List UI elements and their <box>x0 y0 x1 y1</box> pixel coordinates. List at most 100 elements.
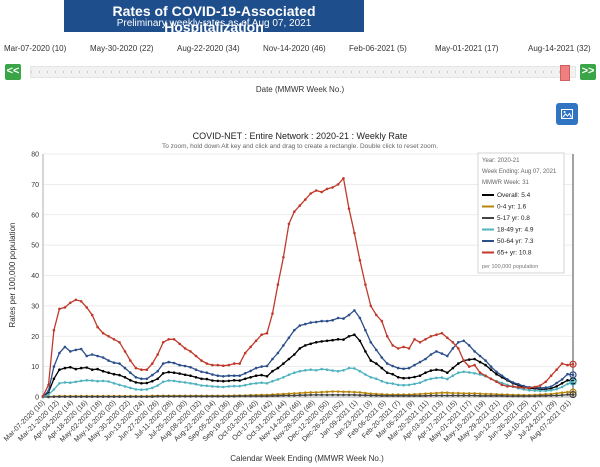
current-point-marker <box>569 360 577 368</box>
data-point <box>134 395 138 399</box>
data-point <box>484 359 487 362</box>
data-point <box>79 347 83 351</box>
data-point <box>566 372 569 376</box>
y-axis-title: Rates per 100,000 population <box>8 223 17 328</box>
data-point <box>544 389 547 393</box>
data-point <box>473 357 476 361</box>
data-point <box>560 382 564 385</box>
data-point <box>385 362 389 365</box>
data-point <box>145 388 149 391</box>
data-point <box>336 183 340 186</box>
data-point <box>309 391 313 394</box>
page-header: Rates of COVID-19-Associated Hospitaliza… <box>0 0 600 35</box>
data-point <box>342 390 345 394</box>
data-point <box>243 377 247 381</box>
legend-entry: 50-64 yr: 7.3 <box>497 238 534 245</box>
data-point <box>249 394 252 398</box>
data-point <box>402 376 405 380</box>
data-point <box>391 382 395 385</box>
data-point <box>358 259 362 262</box>
data-point <box>320 340 324 343</box>
data-point <box>96 325 99 329</box>
data-point <box>129 371 132 375</box>
data-point <box>238 384 241 388</box>
current-point-marker <box>569 371 577 379</box>
data-point <box>172 361 176 365</box>
data-point <box>183 373 187 377</box>
data-point <box>161 362 165 365</box>
data-point <box>358 339 362 343</box>
slider-next-button[interactable]: >> <box>580 64 596 80</box>
data-point <box>287 222 291 226</box>
data-point <box>123 350 127 353</box>
data-point <box>112 382 116 385</box>
date-slider-track[interactable] <box>30 65 576 81</box>
data-point <box>118 383 121 387</box>
data-point <box>342 317 345 320</box>
data-point <box>467 358 471 361</box>
data-point <box>238 362 241 365</box>
data-point <box>571 380 575 384</box>
y-tick-label: 0 <box>35 395 39 402</box>
data-point <box>156 395 159 398</box>
data-point <box>205 377 209 381</box>
data-point <box>211 363 214 367</box>
slider-tick: Nov-14-2020 (46) <box>263 44 326 53</box>
slider-tick: May-01-2021 (17) <box>435 44 499 53</box>
data-point <box>178 380 181 384</box>
data-point <box>227 395 231 398</box>
data-point <box>413 363 416 367</box>
chart-tooltip-legend: Year: 2020-21 Week Ending: Aug 07, 2021 MM… <box>477 152 565 274</box>
data-point <box>364 391 367 395</box>
data-point <box>85 306 88 309</box>
data-point <box>243 372 247 375</box>
data-point <box>495 380 498 384</box>
download-image-button[interactable] <box>556 103 578 125</box>
data-point <box>566 393 569 396</box>
data-point <box>52 365 56 368</box>
data-point <box>79 366 83 370</box>
slider-tick: Mar-07-2020 (10) <box>4 44 67 53</box>
data-point <box>440 391 444 395</box>
data-point <box>353 231 356 235</box>
data-point <box>282 394 285 397</box>
data-point <box>101 369 105 373</box>
data-point <box>293 392 296 395</box>
data-point <box>222 379 225 383</box>
data-point <box>446 391 449 395</box>
data-point <box>320 390 324 394</box>
data-point <box>140 377 143 381</box>
data-point <box>375 362 378 365</box>
data-point <box>58 395 61 399</box>
data-point <box>276 378 280 381</box>
legend-entry: 65+ yr: 10.8 <box>497 250 532 257</box>
data-point <box>260 373 263 377</box>
data-point <box>353 309 356 312</box>
data-point <box>467 392 471 395</box>
data-point <box>167 338 170 341</box>
data-point <box>320 319 324 323</box>
data-point <box>58 382 61 385</box>
data-point <box>500 374 504 378</box>
data-point <box>304 322 307 326</box>
data-point <box>227 374 231 378</box>
tooltip-week-ending: Week Ending: Aug 07, 2021 <box>482 169 557 175</box>
data-point <box>424 394 427 398</box>
data-point <box>555 385 558 388</box>
data-point <box>123 366 127 370</box>
data-point <box>189 382 192 385</box>
date-slider-handle[interactable] <box>560 65 571 81</box>
data-point <box>194 376 198 379</box>
data-point <box>298 391 302 395</box>
data-point <box>118 373 121 377</box>
data-point <box>304 198 307 201</box>
data-point <box>489 365 493 368</box>
data-point <box>123 376 127 379</box>
data-point <box>238 394 241 398</box>
data-point <box>435 333 438 337</box>
slider-prev-button[interactable]: << <box>5 64 21 80</box>
data-point <box>47 393 50 396</box>
data-point <box>183 364 187 368</box>
data-point <box>227 379 231 383</box>
